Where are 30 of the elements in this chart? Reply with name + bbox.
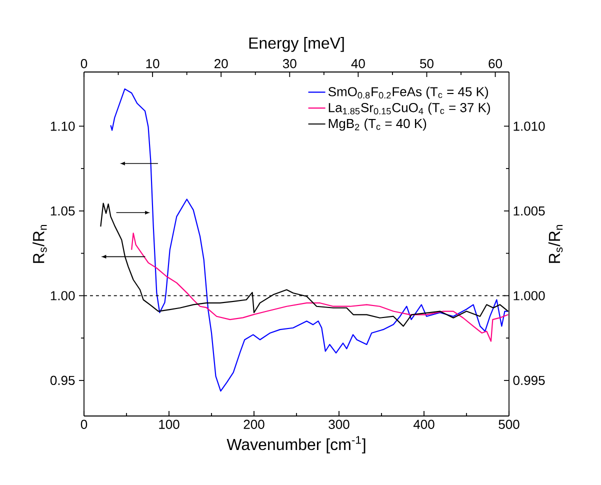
x-tick-label: 0 [80,420,88,429]
x2-tick-label: 0 [80,59,88,68]
text: La$_{1.85}$Sr$_{0.15}$CuO$_{4}$ (T$_{c}$ = 37 K) [328,102,490,115]
legend-label: MgB$_{2}$ (T$_{c}$ = 40 K) [328,118,426,131]
legend-label: SmO$_{0.8}$F$_{0.2}$FeAs (T$_{c}$ = 45 K) [328,86,488,99]
line-series [131,232,509,342]
x-tick-label: 500 [498,420,520,429]
y2-tick-label: 1.000 [514,291,545,300]
x-axis-title: Wavenumber [cm$^{-1}$] [226,436,366,454]
line-series [110,88,509,392]
x-tick-label: 300 [328,420,350,429]
x-tick-label: 200 [244,420,264,429]
y2-tick-label: 1.005 [514,206,545,216]
y-axis-title: R$_{s}$/R$_{n}$ [32,225,47,263]
x2-tick-label: 60 [488,59,502,68]
y2-tick-label: 0.995 [513,376,545,386]
y2-tick-label: 1.010 [514,122,545,131]
x2-tick-label: 20 [214,59,228,68]
x2-axis-title: Energy [meV] [249,37,344,52]
x2-tick-label: 10 [146,59,160,68]
x-tick-label: 100 [159,420,180,429]
y-tick-label: 1.10 [50,122,75,131]
y-tick-label: 0.95 [50,376,75,386]
y-tick-label: 1.00 [50,291,75,300]
x2-tick-label: 30 [282,59,296,68]
x2-tick-label: 50 [420,59,434,68]
x-tick-label: 400 [413,420,434,429]
y2-axis-title: R$_{s}$/R$_{n}$ [548,225,563,263]
x2-tick-label: 40 [351,59,365,68]
y-tick-label: 1.05 [50,206,75,216]
